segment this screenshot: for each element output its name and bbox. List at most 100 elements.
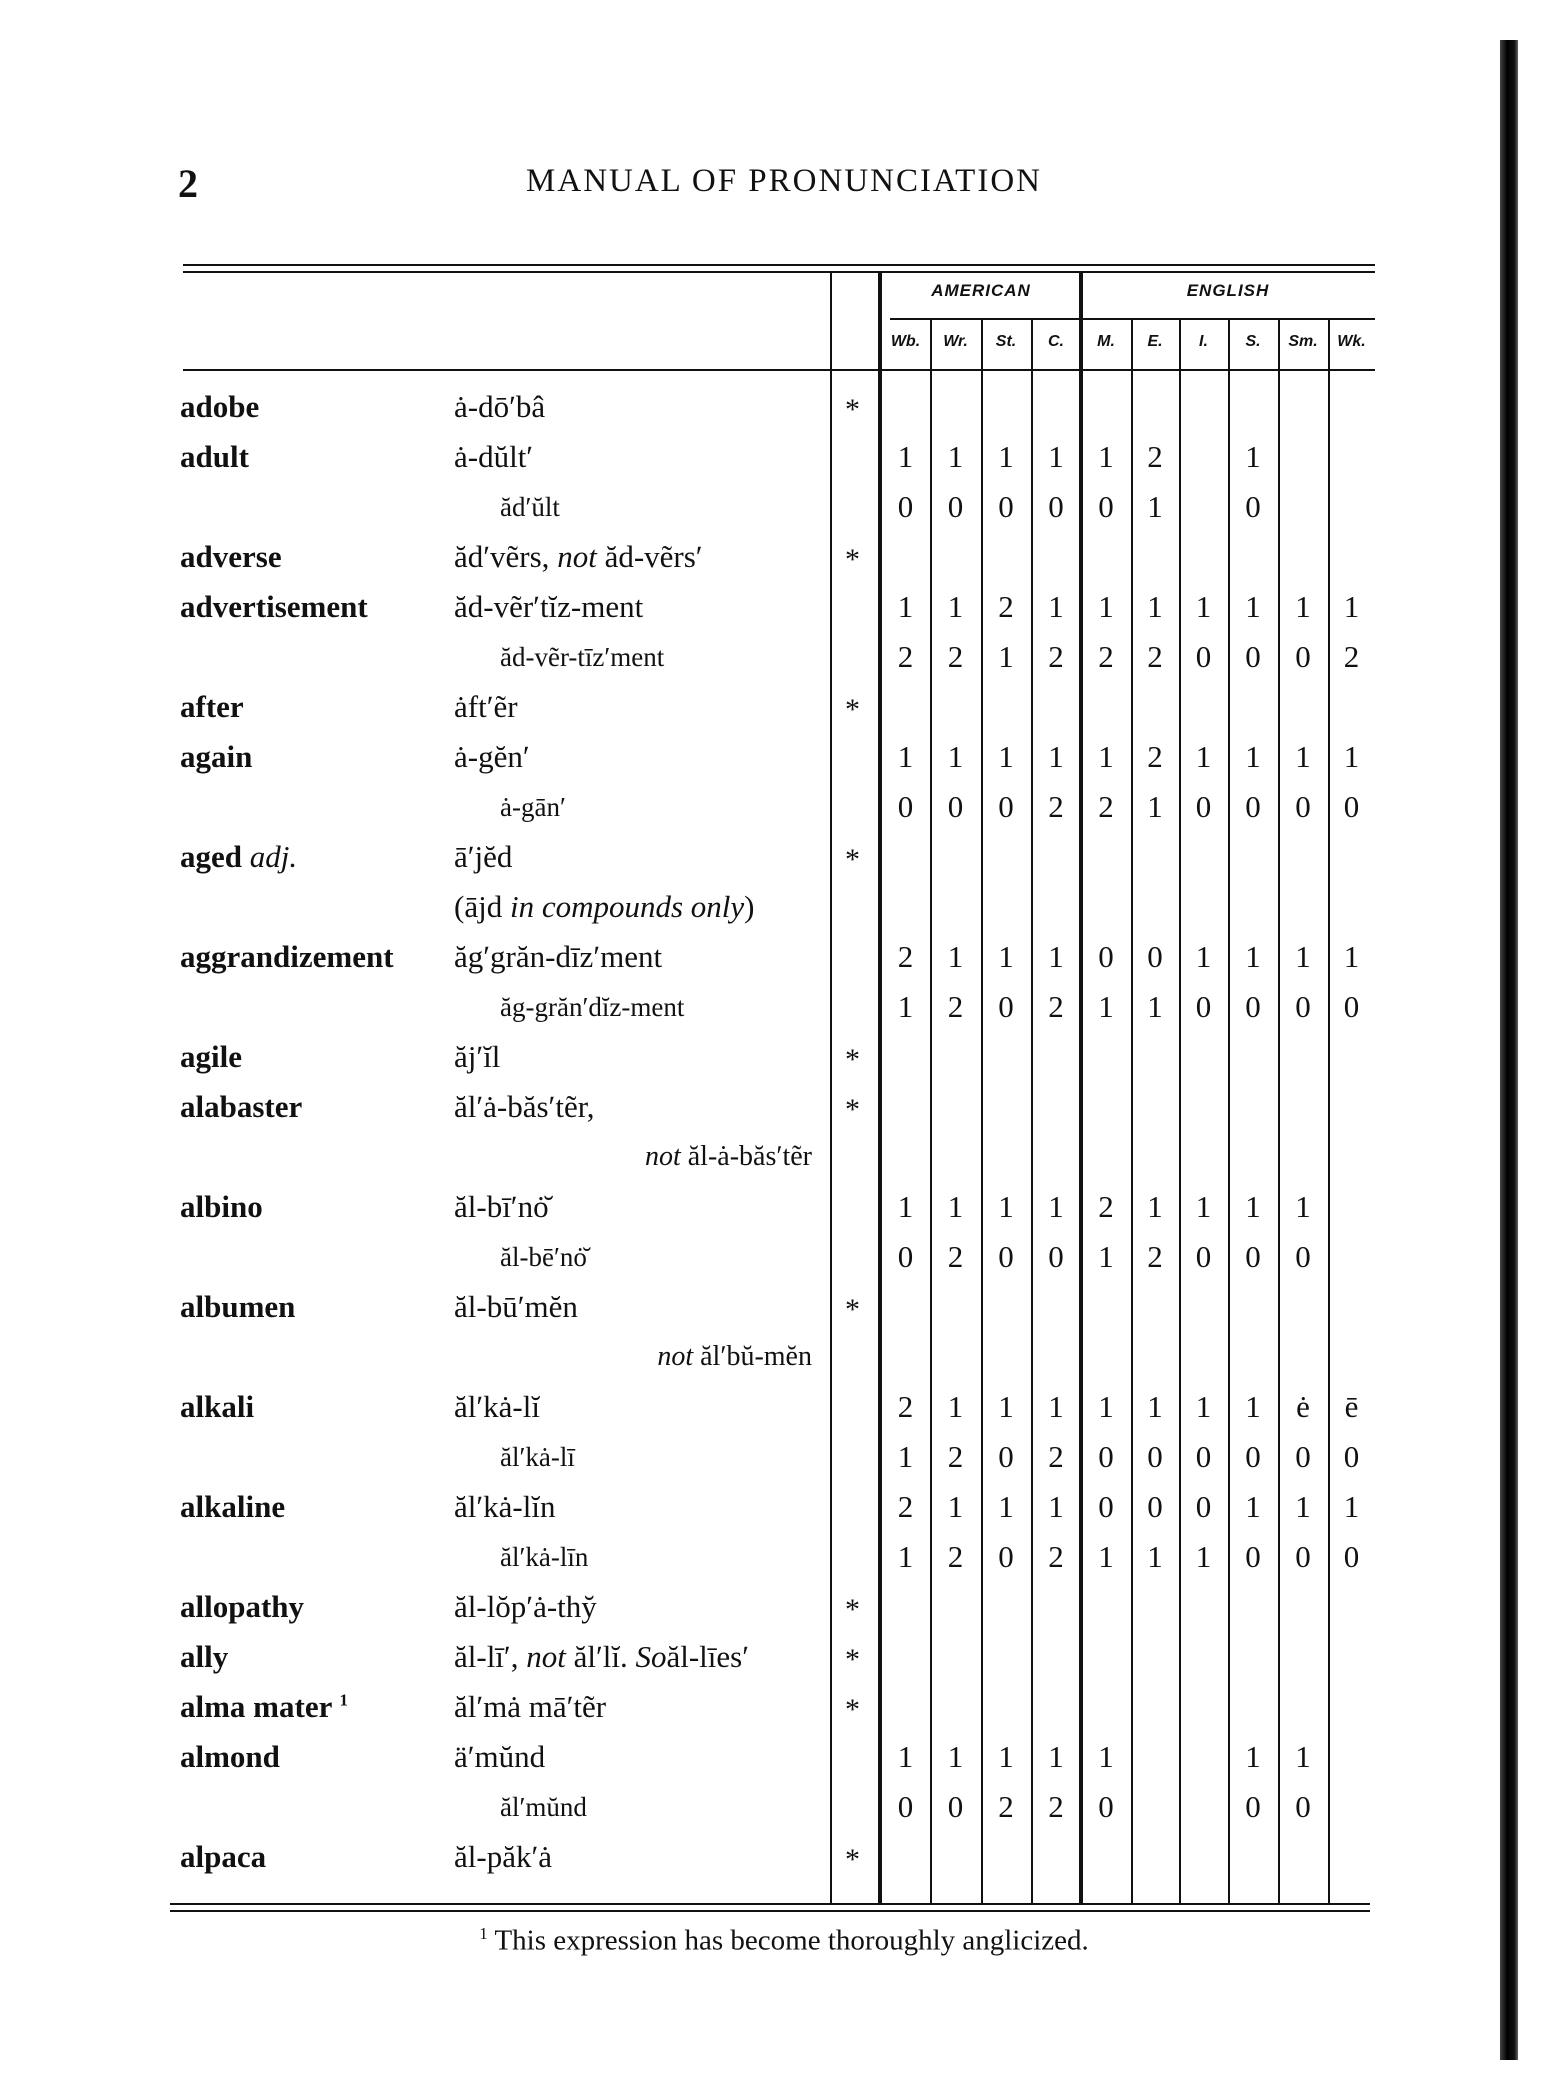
authority-value: 1 <box>1048 939 1064 974</box>
pronunciation: ălʹkȧ-līn <box>500 1542 588 1573</box>
headword-text: alkaline <box>180 1489 286 1524</box>
pronunciation-segment: ăl-bīʹnȯ̆ <box>454 1189 549 1224</box>
headword: alkali <box>180 1389 254 1425</box>
authority-value: 1 <box>1147 489 1163 524</box>
table-row: advertisement ăd-vẽrʹtĭz-ment 1 1 2 1 1 1 1 1 1 1 <box>0 583 1548 633</box>
column-divider <box>878 273 882 1903</box>
authority-value: 2 <box>897 1389 914 1424</box>
headword-text: alma mater <box>180 1689 332 1724</box>
table-row: ălʹmŭnd 0 0 2 2 0 0 0 <box>0 1783 1548 1833</box>
preferred-marker: * <box>845 1043 860 1076</box>
table-top-rule <box>183 271 1375 273</box>
headword: aggrandizement <box>180 939 394 975</box>
table-row: almond äʹmŭnd 1 1 1 1 1 1 1 <box>0 1733 1548 1783</box>
preferred-marker: * <box>845 1593 860 1626</box>
authority-value: 0 <box>1245 989 1261 1024</box>
page-binding-edge <box>1500 40 1518 2060</box>
authority-value: 0 <box>897 1239 914 1274</box>
authority-value: 0 <box>1295 639 1311 674</box>
authority-value: 0 <box>1147 1439 1163 1474</box>
authority-value: 1 <box>1343 589 1360 624</box>
pronunciation: ăd-vẽrʹtĭz-ment <box>454 589 643 625</box>
authority-value: 0 <box>998 1539 1014 1574</box>
authority-value: 0 <box>1195 789 1212 824</box>
column-divider <box>981 320 983 1903</box>
pronunciation-segment: not <box>557 539 597 574</box>
pronunciation-segment: ăd-vẽrsʹ <box>596 539 703 574</box>
authority-value: 1 <box>897 589 914 624</box>
authority-value: 0 <box>897 1789 914 1824</box>
pronunciation-segment: (ājd <box>454 889 510 924</box>
pronunciation-segment: ălʹkȧ-lĭn <box>454 1489 556 1524</box>
authority-value: 2 <box>1147 639 1163 674</box>
authority-value: 1 <box>897 1539 914 1574</box>
authority-value: 2 <box>1048 1789 1064 1824</box>
authority-value: 1 <box>1245 1489 1261 1524</box>
authority-value: 0 <box>1245 1239 1261 1274</box>
column-header: Wb. <box>890 333 921 350</box>
authority-value: 2 <box>1343 639 1360 674</box>
authority-value: 1 <box>998 1489 1014 1524</box>
preferred-marker: * <box>845 843 860 876</box>
table-row: aged adj. āʹjĕd * <box>0 833 1548 883</box>
footnote-ref: 1 <box>339 1690 349 1710</box>
column-divider <box>1328 320 1330 1903</box>
authority-value: 1 <box>1048 739 1064 774</box>
authority-value: 1 <box>1343 1489 1360 1524</box>
headword: adult <box>180 439 249 475</box>
authority-value: 2 <box>1048 639 1064 674</box>
pronunciation-segment: ădʹvẽrs, <box>454 539 558 574</box>
authority-value: 2 <box>1048 1539 1064 1574</box>
table-top-rule <box>183 264 1375 266</box>
table-bottom-rule <box>170 1903 1370 1905</box>
authority-value: 1 <box>1195 1539 1212 1574</box>
authority-value: 0 <box>1245 789 1261 824</box>
header-bottom-rule <box>183 369 1375 371</box>
table-row: (ājd in compounds only) <box>0 883 1548 933</box>
authority-value: 0 <box>1195 1239 1212 1274</box>
pronunciation: ȧftʹẽr <box>454 689 518 725</box>
authority-value: 1 <box>1048 589 1064 624</box>
authority-value: 0 <box>1245 1539 1261 1574</box>
table-row: allopathy ăl-lŏpʹȧ-thy̆ * <box>0 1583 1548 1633</box>
authority-value: 2 <box>1098 1189 1114 1224</box>
table-row: alpaca ăl-păkʹȧ * <box>0 1833 1548 1883</box>
authority-value: 1 <box>947 1739 964 1774</box>
authority-value: 1 <box>1147 589 1163 624</box>
authority-value: 1 <box>1295 589 1311 624</box>
authority-value: 0 <box>1245 639 1261 674</box>
authority-value: 1 <box>897 1189 914 1224</box>
pronunciation: ăl-līʹ, not ălʹlĭ. Soăl-līesʹ <box>454 1639 749 1675</box>
headword: ally <box>180 1639 228 1675</box>
authority-value: 1 <box>947 1389 964 1424</box>
pronunciation: ăl-lŏpʹȧ-thy̆ <box>454 1589 597 1625</box>
footnote: 1 This expression has become thoroughly … <box>0 1924 1548 1958</box>
authority-value: ē <box>1344 1389 1359 1424</box>
pronunciation-segment: ăg-grănʹdĭz-ment <box>500 992 685 1022</box>
pronunciation: ăl-būʹmĕn <box>454 1289 578 1325</box>
pronunciation-segment: äʹmŭnd <box>454 1739 546 1774</box>
table-row: ăd-vẽr-tīzʹment 2 2 1 2 2 2 0 0 0 2 <box>0 633 1548 683</box>
column-header: Sm. <box>1288 333 1318 350</box>
headword-text: advertisement <box>180 589 368 624</box>
pronunciation-segment: ădʹŭlt <box>500 492 560 522</box>
column-header: C. <box>1048 333 1064 350</box>
column-divider <box>1079 273 1083 1903</box>
group-header-american: AMERICAN <box>931 281 1031 300</box>
page-number: 2 <box>178 161 198 206</box>
pronunciation: ălʹkȧ-lī <box>500 1442 575 1473</box>
authority-value: 1 <box>1195 1389 1212 1424</box>
pronunciation-segment: ăd-vẽrʹtĭz-ment <box>454 589 644 624</box>
authority-value: 1 <box>1295 739 1311 774</box>
headword-text: after <box>180 689 244 724</box>
authority-value: 2 <box>1048 789 1064 824</box>
authority-value: 1 <box>1245 439 1261 474</box>
headword: aged adj. <box>180 839 297 875</box>
column-divider <box>930 320 932 1903</box>
headword-text: agile <box>180 1039 242 1074</box>
authority-value: 1 <box>1295 1189 1311 1224</box>
table-bottom-rule <box>170 1910 1370 1912</box>
pronunciation-segment: ăl-līesʹ <box>666 1639 749 1674</box>
authority-value: 0 <box>1098 939 1114 974</box>
table-row: ăl-bēʹnȯ̆ 0 2 0 0 1 2 0 0 0 <box>0 1233 1548 1283</box>
